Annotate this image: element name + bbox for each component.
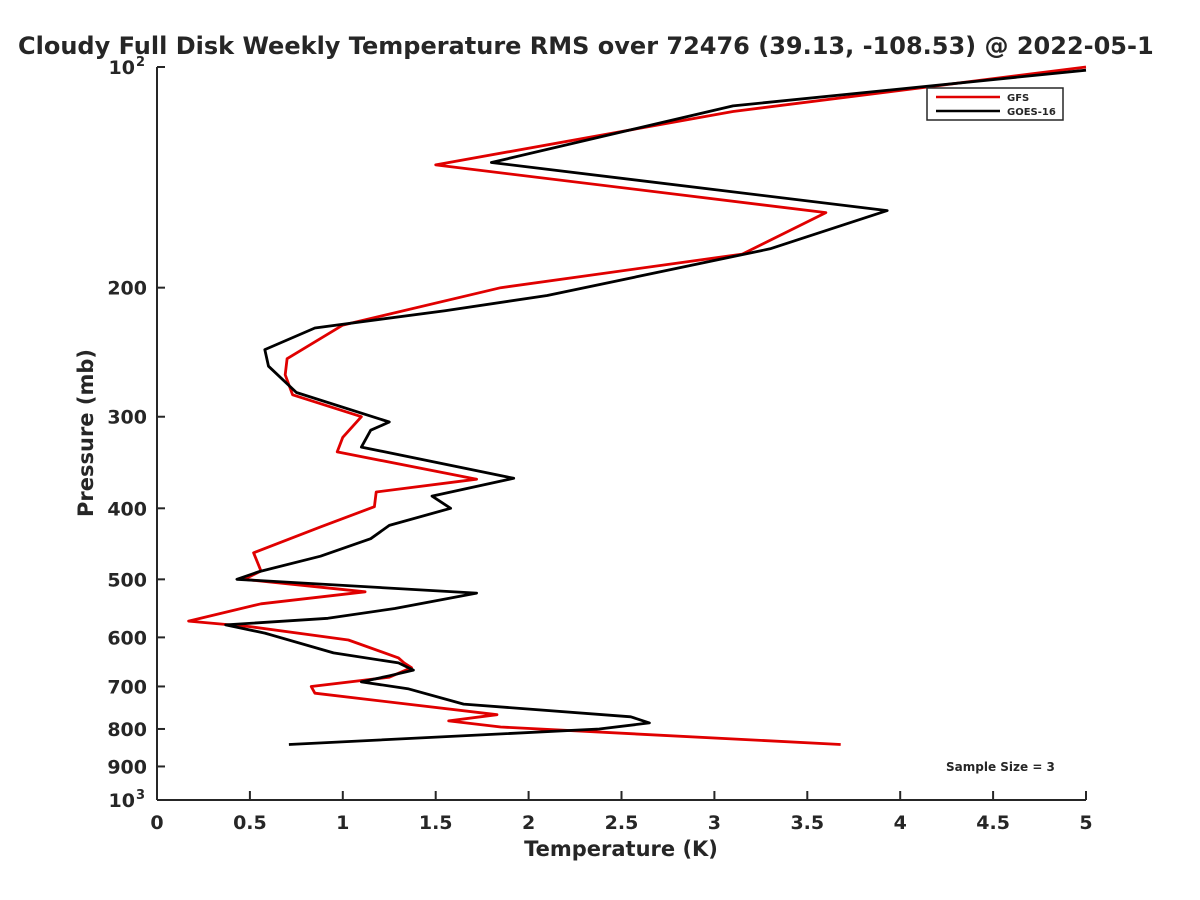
x-tick-label: 3.5	[790, 812, 824, 834]
x-tick-label: 0	[150, 812, 163, 834]
y-tick-exponent: 2	[136, 55, 145, 70]
x-tick-label: 3	[708, 812, 721, 834]
x-axis-label: Temperature (K)	[524, 837, 718, 861]
y-tick-label: 500	[107, 569, 147, 591]
chart-title: Cloudy Full Disk Weekly Temperature RMS …	[18, 32, 1154, 60]
legend-label-gfs: GFS	[1007, 93, 1029, 104]
series-line-gfs	[187, 65, 1087, 746]
y-tick-label: 10	[109, 790, 135, 812]
x-tick-label: 2	[522, 812, 535, 834]
y-tick-label: 400	[107, 498, 147, 520]
x-tick-label: 2.5	[605, 812, 639, 834]
y-tick-label: 10	[109, 57, 135, 79]
y-tick-label: 800	[107, 719, 147, 741]
y-tick-label: 900	[107, 756, 147, 778]
y-tick-label: 600	[107, 627, 147, 649]
x-tick-label: 0.5	[233, 812, 267, 834]
y-tick-label: 200	[107, 278, 147, 300]
sample-size-annotation: Sample Size = 3	[946, 760, 1055, 774]
x-tick-label: 4	[894, 812, 907, 834]
y-tick-label: 700	[107, 676, 147, 698]
x-tick-label: 1.5	[419, 812, 453, 834]
legend-box	[926, 87, 1064, 121]
y-tick-exponent: 3	[136, 788, 145, 803]
x-tick-label: 5	[1079, 812, 1092, 834]
x-tick-label: 4.5	[976, 812, 1010, 834]
y-axis-label: Pressure (mb)	[74, 349, 98, 517]
x-tick-label: 1	[336, 812, 349, 834]
x-axis-ticks: 0 0.5 1 1.5 2 2.5 3 3.5 4 4.5 5	[150, 791, 1093, 834]
y-tick-label: 300	[107, 407, 147, 429]
series-layer	[187, 65, 1087, 746]
plot-area	[156, 65, 1087, 801]
legend: GFS GOES-16	[926, 87, 1064, 121]
legend-label-goes16: GOES-16	[1007, 107, 1056, 118]
series-line-goes16	[224, 68, 1087, 746]
